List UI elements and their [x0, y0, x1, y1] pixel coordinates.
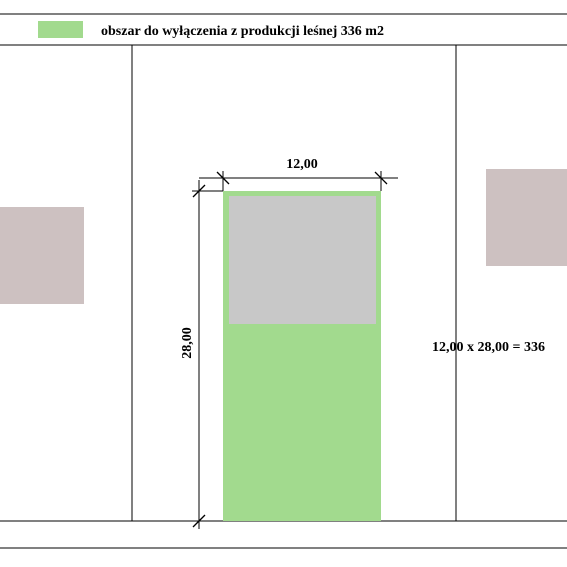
legend-swatch	[38, 21, 83, 38]
height-dimension	[192, 180, 223, 529]
height-dimension-label: 28,00	[180, 327, 195, 359]
legend-label: obszar do wyłączenia z produkcji leśnej …	[101, 24, 384, 39]
neighbor-building-right	[486, 169, 567, 266]
building-footprint	[229, 196, 376, 324]
neighbor-building-left	[0, 207, 84, 304]
width-dimension-label: 12,00	[286, 157, 318, 172]
width-dimension	[199, 171, 398, 191]
area-calculation: 12,00 x 28,00 = 336	[432, 340, 545, 355]
